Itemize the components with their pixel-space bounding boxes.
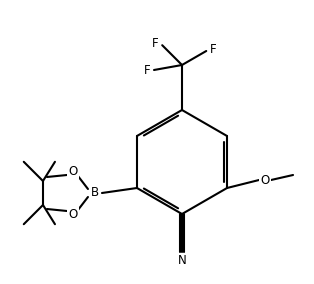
Text: O: O xyxy=(68,164,78,178)
Text: F: F xyxy=(144,64,150,76)
Text: F: F xyxy=(152,37,159,50)
Text: F: F xyxy=(210,43,217,55)
Text: O: O xyxy=(68,208,78,222)
Text: N: N xyxy=(178,254,187,268)
Text: B: B xyxy=(91,187,99,199)
Text: O: O xyxy=(260,174,270,187)
